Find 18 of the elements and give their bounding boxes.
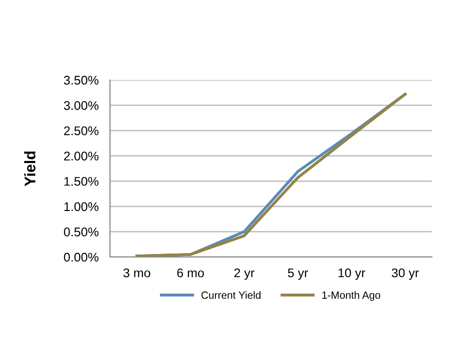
x-tick-label: 30 yr — [392, 268, 419, 280]
x-tick-label: 5 yr — [288, 268, 308, 280]
y-tick-label: 1.00% — [64, 202, 98, 212]
y-tick-label: 2.00% — [64, 152, 98, 161]
x-tick-label: 6 mo — [177, 268, 204, 278]
y-tick-label: 2.50% — [64, 126, 98, 136]
y-tick-label: 0.00% — [64, 252, 98, 262]
legend-label: 1-Month Ago — [322, 291, 380, 301]
y-tick-label: 1.50% — [64, 176, 98, 186]
y-tick-label: 3.50% — [64, 76, 98, 85]
line-series — [135, 92, 407, 257]
x-tick-label: 2 yr — [234, 268, 254, 280]
x-tick-label: 10 yr — [338, 268, 366, 280]
y-tick-label: 3.00% — [64, 101, 98, 110]
legend-label: Current Yield — [201, 291, 260, 299]
y-axis-title: Yield — [24, 152, 36, 186]
y-tick-label: 0.50% — [64, 228, 98, 236]
x-tick-label: 3 mo — [123, 268, 150, 278]
